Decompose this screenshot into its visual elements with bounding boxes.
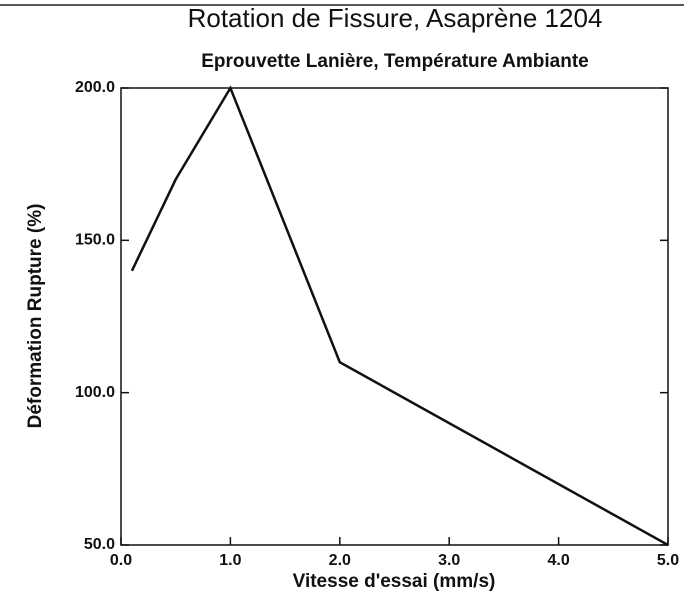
x-tick-label: 2.0 bbox=[329, 552, 351, 569]
y-tick-label: 200.0 bbox=[75, 79, 115, 96]
x-tick-label: 3.0 bbox=[438, 552, 460, 569]
plot-frame bbox=[120, 87, 669, 546]
x-tick-label: 0.0 bbox=[110, 552, 132, 569]
chart-title: Rotation de Fissure, Asaprène 1204 bbox=[188, 3, 603, 33]
x-tick-label: 4.0 bbox=[547, 552, 569, 569]
data-line bbox=[130, 85, 669, 547]
x-axis-label: Vitesse d'essai (mm/s) bbox=[293, 571, 496, 592]
y-tick-label: 50.0 bbox=[84, 536, 115, 553]
y-tick-label: 150.0 bbox=[75, 232, 115, 249]
y-tick-label: 100.0 bbox=[75, 384, 115, 401]
chart-subtitle: Eprouvette Lanière, Température Ambiante bbox=[201, 51, 589, 72]
y-axis-label: Déformation Rupture (%) bbox=[25, 204, 46, 429]
x-tick-label: 5.0 bbox=[657, 552, 679, 569]
x-tick-label: 1.0 bbox=[219, 552, 241, 569]
